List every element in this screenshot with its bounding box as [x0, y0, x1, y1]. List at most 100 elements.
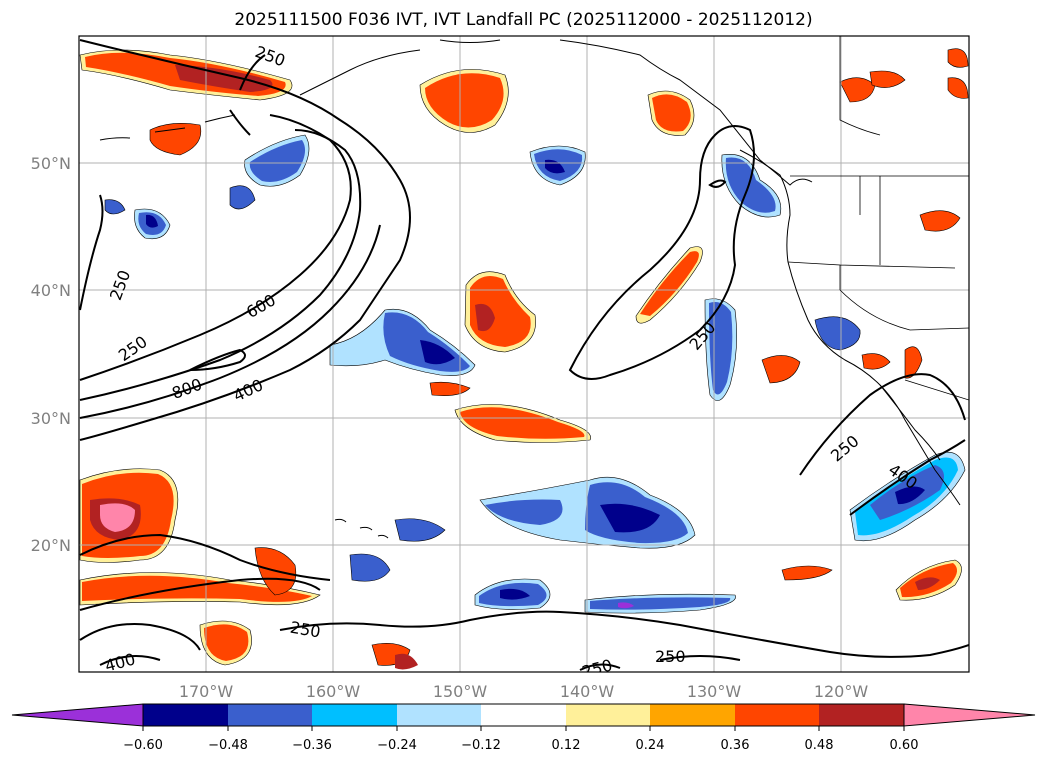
colorbar-ticks: [142, 726, 905, 731]
shade-region: [915, 577, 940, 590]
lon-label: 120°W: [814, 682, 869, 701]
ivt-contour: [79, 39, 411, 441]
shade-region: [652, 94, 691, 132]
colorbar-segment: [143, 704, 228, 726]
map-frame: [78, 35, 970, 673]
shade-region: [146, 214, 158, 228]
alaska-canada-border: [839, 36, 881, 136]
shade-region: [895, 486, 925, 505]
shade-region: [104, 199, 126, 215]
shade-region: [869, 70, 906, 88]
contour-label: 250: [655, 647, 686, 666]
ivt-contour: [79, 194, 104, 311]
colorbar-max-extend: [903, 703, 1036, 727]
negative-anomaly-regions: [104, 134, 966, 614]
shade-region: [229, 185, 256, 210]
colorbar-segment: [312, 704, 397, 726]
colorbar-segment: [650, 704, 735, 726]
shade-region: [919, 210, 961, 232]
colorbar-segment: [397, 704, 481, 726]
shade-region: [460, 407, 585, 439]
colorbar-min-extend: [11, 703, 144, 727]
aleutian-islands: [99, 114, 236, 141]
ivt-contour: [849, 439, 966, 516]
lat-label: 50°N: [31, 154, 71, 173]
ivt-contour: [79, 533, 331, 611]
ivt-contour: [189, 348, 246, 371]
colorbar-tick-label: −0.60: [123, 738, 163, 753]
lat-label: 40°N: [31, 281, 71, 300]
colorbar-tick-label: −0.48: [208, 738, 248, 753]
state-border: [787, 176, 969, 331]
lon-label: 170°W: [179, 682, 234, 701]
ivt-contour: [79, 224, 381, 419]
colorbar-tick-label: −0.12: [461, 738, 501, 753]
ivt-contour: [229, 54, 266, 136]
lat-label: 30°N: [31, 409, 71, 428]
shade-region: [100, 503, 135, 532]
alaska-coast: [299, 39, 813, 186]
colorbar-segment: [228, 704, 312, 726]
shade-region: [709, 302, 733, 395]
colorbar-tick-label: 0.48: [805, 738, 834, 753]
ivt-contour: [79, 129, 362, 401]
latitude-labels: 50°N 40°N 30°N 20°N: [31, 154, 71, 555]
lon-label: 150°W: [433, 682, 488, 701]
colorbar-frame: [142, 703, 905, 727]
lon-label: 140°W: [560, 682, 615, 701]
shade-region: [640, 251, 699, 316]
colorbar-tick-label: 0.60: [890, 738, 919, 753]
shade-region: [600, 503, 660, 533]
colorbar-segment: [566, 704, 650, 726]
colorbar: −0.60 −0.48 −0.36 −0.24 −0.12 0.12 0.24 …: [11, 703, 1036, 753]
colorbar-tick-label: −0.36: [292, 738, 332, 753]
colorbar-tick-label: 0.12: [552, 738, 581, 753]
colorbar-segment: [819, 704, 904, 726]
shade-region: [420, 340, 455, 365]
colorbar-tick-label: −0.24: [377, 738, 417, 753]
colorbar-segment: [481, 704, 566, 726]
shade-region: [781, 565, 833, 581]
colorbar-tick-label: 0.24: [636, 738, 665, 753]
longitude-labels: 170°W 160°W 150°W 140°W 130°W 120°W: [179, 682, 869, 701]
coastlines: [99, 39, 961, 539]
shade-region: [349, 553, 391, 582]
bc-coast: [739, 149, 791, 263]
baja-coast: [879, 384, 941, 461]
ivt-contour: [799, 373, 966, 476]
ivt-contour: [99, 655, 741, 671]
lon-label: 160°W: [306, 682, 361, 701]
ivt-contours: [79, 39, 969, 671]
shade-region: [618, 602, 634, 609]
positive-anomaly-regions: [79, 48, 969, 670]
shade-region: [475, 303, 495, 332]
shade-region: [947, 77, 969, 99]
shade-region: [761, 355, 801, 384]
political-borders: [787, 36, 969, 401]
shade-region: [395, 653, 418, 670]
colorbar-tick-label: 0.36: [721, 738, 750, 753]
shade-region: [425, 73, 504, 128]
shade-region: [394, 518, 446, 542]
hawaii-islands: [334, 518, 389, 539]
ivt-contour: [79, 610, 969, 658]
shade-region: [947, 48, 969, 68]
map-title: 2025111500 F036 IVT, IVT Landfall PC (20…: [234, 10, 813, 30]
ivt-contour: [568, 125, 755, 380]
shade-region: [725, 157, 776, 213]
shade-region: [904, 346, 923, 379]
shade-region: [249, 140, 306, 182]
map-body: 250 250 250 600 800 400 250 250 400 250 …: [79, 36, 969, 675]
colorbar-segment: [735, 704, 819, 726]
shade-region: [204, 624, 249, 661]
shade-region: [485, 499, 563, 525]
shade-region: [500, 588, 530, 600]
mexico-border: [904, 379, 969, 401]
shade-region: [175, 65, 273, 92]
graticule: [79, 36, 969, 672]
lat-label: 20°N: [31, 536, 71, 555]
shade-region: [861, 353, 891, 370]
ivt-contour: [708, 179, 727, 188]
contour-label: 400: [103, 649, 137, 675]
